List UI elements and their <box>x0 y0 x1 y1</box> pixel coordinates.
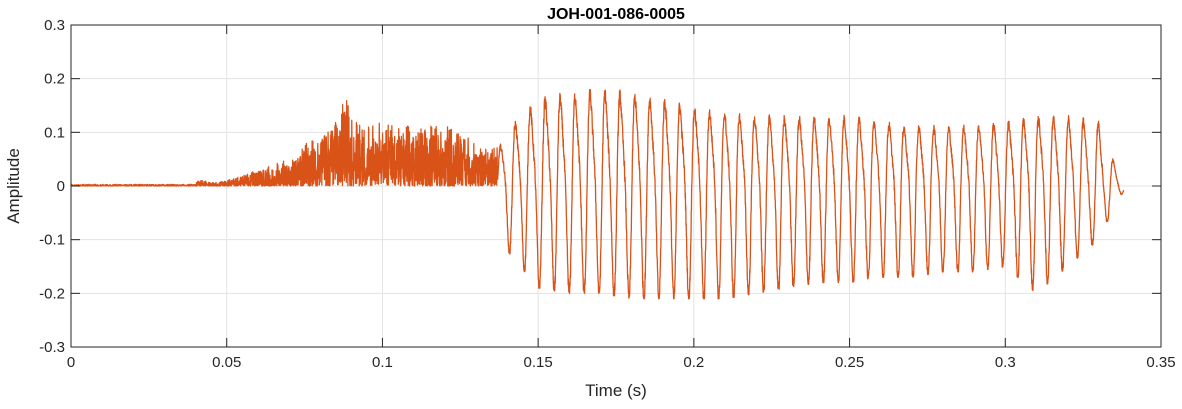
chart-title: JOH-001-086-0005 <box>547 6 685 23</box>
y-tick-label: -0.3 <box>39 339 65 356</box>
x-axis-title: Time (s) <box>585 381 647 400</box>
y-axis-title: Amplitude <box>4 148 23 224</box>
x-tick-label: 0.2 <box>683 354 704 371</box>
x-tick-label: 0.05 <box>212 354 241 371</box>
ticks: 0 0.05 0.1 0.15 0.2 0.25 0.3 0.35 -0.3 -0.2 -0.1 0 0… <box>39 17 1175 371</box>
y-tick-label: 0 <box>57 178 65 195</box>
y-tick-label: 0.3 <box>44 17 65 34</box>
signal-line <box>71 88 1125 300</box>
x-tick-label: 0.35 <box>1146 354 1175 371</box>
y-tick-label: -0.1 <box>39 232 65 249</box>
y-tick-label: -0.2 <box>39 285 65 302</box>
x-tick-label: 0.15 <box>524 354 553 371</box>
x-tick-label: 0 <box>67 354 75 371</box>
x-tick-label: 0.1 <box>372 354 393 371</box>
y-tick-label: 0.1 <box>44 124 65 141</box>
x-tick-label: 0.25 <box>835 354 864 371</box>
y-tick-label: 0.2 <box>44 71 65 88</box>
x-tick-label: 0.3 <box>995 354 1016 371</box>
